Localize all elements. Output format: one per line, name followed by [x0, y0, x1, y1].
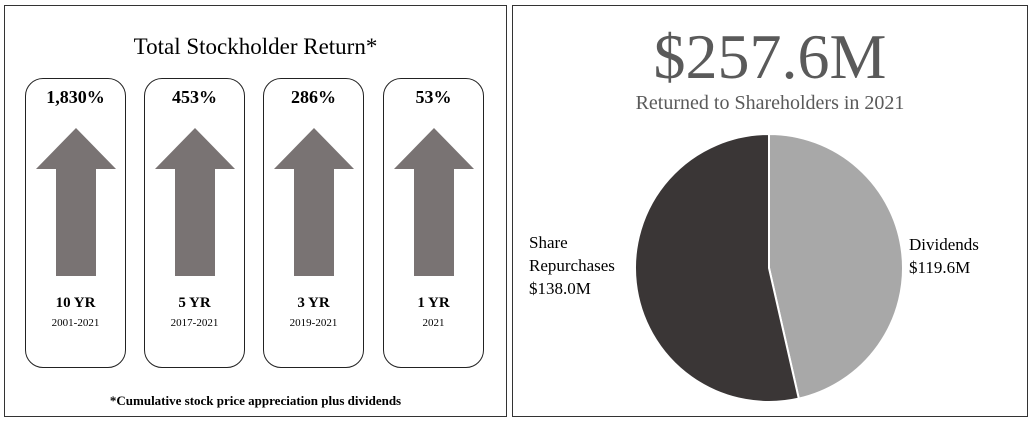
- up-arrow-icon: [274, 128, 354, 276]
- tsr-range: 2019-2021: [289, 317, 338, 329]
- returns-pie-chart: [634, 132, 904, 403]
- tsr-percent: 453%: [172, 87, 217, 107]
- tsr-period: 3 YR: [297, 295, 330, 311]
- tsr-range: 2001-2021: [51, 317, 100, 329]
- tsr-card-1yr: 53% 1 YR 2021: [383, 78, 484, 368]
- pie-slice-1: [634, 132, 801, 403]
- up-arrow-icon: [155, 128, 235, 276]
- tsr-card-5yr: 453% 5 YR 2017-2021: [144, 78, 245, 368]
- pie-label-line: $138.0M: [529, 279, 591, 298]
- pie-label-line: Share: [529, 233, 568, 252]
- tsr-title: Total Stockholder Return*: [133, 34, 378, 59]
- pie-label-line: Repurchases: [529, 256, 615, 275]
- tsr-period: 5 YR: [178, 295, 211, 311]
- up-arrow-icon: [36, 128, 116, 276]
- tsr-percent: 1,830%: [46, 87, 105, 107]
- pie-slice-0: [768, 132, 904, 400]
- shareholder-return-panel: $257.6M Returned to Shareholders in 2021…: [512, 5, 1028, 417]
- tsr-range: 2017-2021: [170, 317, 219, 329]
- tsr-period: 10 YR: [55, 295, 96, 311]
- tsr-card-10yr: 1,830% 10 YR 2001-2021: [25, 78, 126, 368]
- tsr-period: 1 YR: [417, 295, 450, 311]
- tsr-panel: Total Stockholder Return* 1,830% 10 YR 2…: [4, 5, 507, 417]
- total-returned-subtitle: Returned to Shareholders in 2021: [635, 92, 905, 114]
- pie-label-share-repurchases: Share Repurchases $138.0M: [529, 231, 615, 300]
- pie-label-line: Dividends: [909, 235, 979, 254]
- pie-label-dividends: Dividends $119.6M: [909, 233, 979, 279]
- pie-label-line: $119.6M: [909, 258, 971, 277]
- tsr-percent: 53%: [415, 87, 452, 107]
- tsr-card-3yr: 286% 3 YR 2019-2021: [263, 78, 364, 368]
- up-arrow-icon: [394, 128, 474, 276]
- total-returned-amount: $257.6M: [653, 21, 887, 92]
- tsr-percent: 286%: [291, 87, 336, 107]
- tsr-range: 2021: [422, 317, 445, 329]
- tsr-footnote: *Cumulative stock price appreciation plu…: [109, 393, 402, 408]
